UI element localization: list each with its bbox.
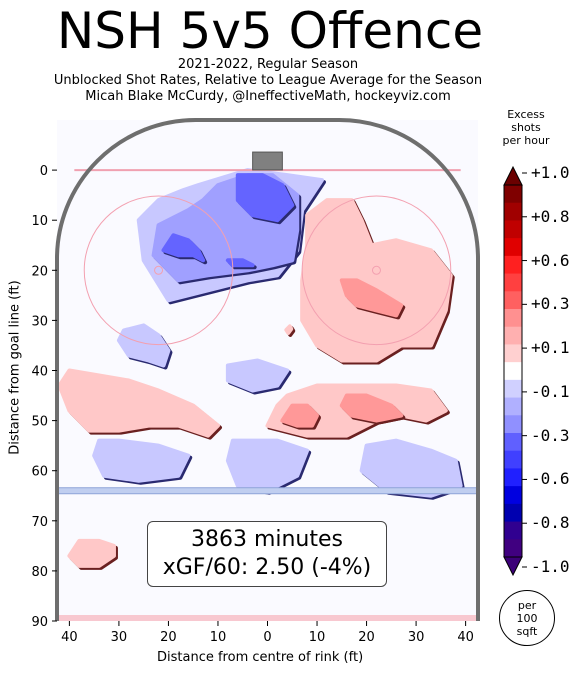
contour-region-17 (284, 324, 294, 335)
colorbar-frame (503, 184, 523, 558)
colorbar-tick-label-0: +1.0 (531, 163, 570, 182)
contour-region-15 (57, 368, 220, 438)
y-tick-label-8: 80 (31, 565, 48, 580)
contour-region-3 (161, 233, 206, 263)
colorbar-tick-label-5: -0.1 (531, 381, 570, 401)
y-tick-label-5: 50 (31, 415, 48, 430)
colorbar-segment-15 (504, 450, 522, 469)
colorbar-segment-5 (504, 273, 522, 292)
x-tick-label-2: 20 (160, 630, 177, 645)
colorbar-segment-20 (504, 539, 522, 558)
contour-region-10 (300, 198, 453, 363)
x-tick-label-6: 20 (358, 630, 375, 645)
y-tick-label-3: 30 (31, 314, 48, 329)
colorbar-tick-label-1: +0.8 (531, 206, 570, 226)
subtitle-line-1: 2021-2022, Regular Season (177, 57, 359, 72)
contour-region-7 (92, 438, 191, 483)
y-tick-label-7: 70 (31, 515, 48, 530)
colorbar-segment-6 (504, 291, 522, 310)
contour-region-14 (339, 393, 404, 423)
colorbar-segment-17 (504, 486, 522, 505)
badge-line-2: 100 (516, 611, 538, 625)
badge-line-1: per (517, 598, 537, 612)
contour-region-2 (235, 173, 295, 223)
colorbar-segment-10 (504, 362, 522, 381)
xgf-text: xGF/60: 2.50 (-4%) (162, 555, 372, 580)
summary-box: 3863 minutes xGF/60: 2.50 (-4%) (147, 521, 387, 587)
minutes-text: 3863 minutes (190, 527, 344, 552)
contour-region-13 (280, 403, 320, 428)
rink-boards (55, 118, 480, 621)
colorbar-segment-1 (504, 202, 522, 221)
y-tick-label-0: 0 (40, 164, 48, 179)
colorbar-segment-14 (504, 433, 522, 452)
blue-line (56, 487, 479, 495)
faceoff-dot-0 (154, 265, 164, 275)
contour-region-6 (225, 358, 290, 393)
subtitle-line-3: Micah Blake McCurdy, @IneffectiveMath, h… (85, 89, 451, 104)
y-tick-label-4: 40 (31, 365, 48, 380)
colorbar-segment-16 (504, 468, 522, 487)
colorbar-segment-4 (504, 255, 522, 275)
colorbar-tick-label-2: +0.6 (531, 250, 570, 270)
colorbar-segment-0 (504, 185, 522, 204)
x-tick-label-8: 40 (457, 630, 474, 645)
colorbar-segment-2 (504, 220, 522, 239)
colorbar-tick-label-3: +0.3 (531, 294, 570, 314)
colorbar-segment-3 (504, 238, 522, 257)
contour-region-5 (116, 323, 171, 368)
x-tick-label-4: 0 (263, 630, 271, 645)
colorbar-segment-12 (504, 397, 522, 416)
colorbar-tick-label-4: +0.1 (531, 338, 570, 358)
y-tick-label-6: 60 (31, 465, 48, 480)
y-tick-label-1: 10 (31, 214, 48, 229)
y-axis-label: Distance from goal line (ft) (7, 280, 23, 455)
contour-region-4 (225, 258, 255, 268)
centre-red-line (57, 615, 478, 621)
colorbar-segment-18 (504, 503, 522, 523)
colorbar-title-line-1: Excess (507, 108, 545, 121)
contour-region-8 (225, 438, 310, 493)
goal-net (252, 151, 283, 171)
contour-region-16 (67, 538, 116, 568)
faceoff-circle-1 (301, 195, 452, 346)
colorbar-tick-label-6: -0.3 (531, 425, 570, 445)
colorbar-segment-7 (504, 309, 522, 328)
colorbar-segment-8 (504, 326, 522, 345)
x-axis-label: Distance from centre of rink (ft) (157, 650, 364, 665)
colorbar-segment-13 (504, 415, 522, 434)
colorbar-tick-label-8: -0.8 (531, 513, 570, 533)
colorbar-top-arrow (503, 165, 523, 186)
colorbar-title-line-2: shots (511, 121, 541, 134)
x-tick-label-7: 30 (408, 630, 425, 645)
colorbar-title-line-3: per hour (502, 134, 550, 147)
colorbar-tick-label-7: -0.6 (531, 469, 570, 489)
colorbar-segment-19 (504, 521, 522, 540)
colorbar-segment-9 (504, 344, 522, 363)
chart-title: NSH 5v5 Offence (56, 2, 484, 60)
contour-region-9 (359, 438, 463, 498)
x-tick-label-1: 30 (111, 630, 128, 645)
x-tick-label-0: 40 (61, 630, 78, 645)
subtitle-line-2: Unblocked Shot Rates, Relative to League… (53, 73, 483, 88)
faceoff-dot-1 (371, 265, 381, 275)
x-tick-label-3: 10 (210, 630, 227, 645)
y-tick-label-9: 90 (31, 615, 48, 630)
contour-region-11 (339, 278, 404, 318)
colorbar-segment-11 (504, 379, 522, 399)
colorbar-bottom-arrow (503, 556, 523, 577)
colorbar-title: Excess shots per hour (498, 108, 554, 147)
colorbar-tick-label-9: -1.0 (531, 557, 570, 576)
faceoff-circle-0 (83, 195, 234, 346)
x-tick-label-5: 10 (309, 630, 326, 645)
per-area-badge: per 100 sqft (499, 590, 555, 646)
y-tick-label-2: 20 (31, 264, 48, 279)
badge-line-3: sqft (516, 624, 538, 638)
